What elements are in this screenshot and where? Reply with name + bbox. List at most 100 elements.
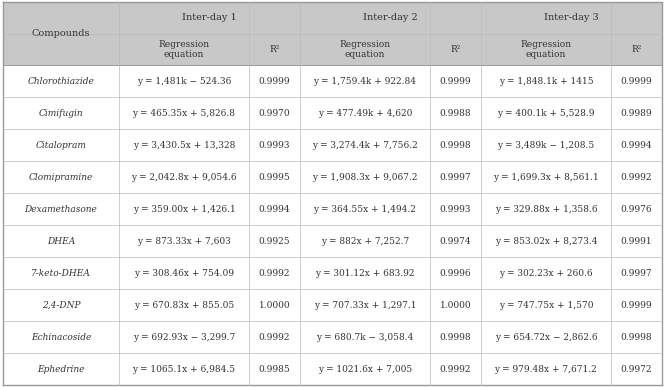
- Text: y = 670.83x + 855.05: y = 670.83x + 855.05: [134, 301, 234, 310]
- Bar: [249, 98, 300, 129]
- Bar: [119, 65, 249, 98]
- Text: 0.9998: 0.9998: [620, 332, 652, 342]
- Bar: [119, 2, 300, 34]
- Bar: [430, 289, 481, 321]
- Text: 0.9992: 0.9992: [440, 365, 471, 373]
- Text: y = 853.02x + 8,273.4: y = 853.02x + 8,273.4: [495, 237, 597, 246]
- Bar: [430, 353, 481, 385]
- Bar: [3, 193, 119, 225]
- Bar: [249, 321, 300, 353]
- Text: 0.9989: 0.9989: [620, 109, 652, 118]
- Text: y = 1,759.4k + 922.84: y = 1,759.4k + 922.84: [313, 77, 416, 86]
- Text: Regression
equation: Regression equation: [158, 40, 209, 59]
- Bar: [119, 225, 249, 257]
- Bar: [481, 34, 611, 65]
- Bar: [300, 321, 430, 353]
- Bar: [119, 257, 249, 289]
- Bar: [119, 161, 249, 193]
- Text: 0.9999: 0.9999: [440, 77, 471, 86]
- Text: Clomipramine: Clomipramine: [29, 173, 93, 182]
- Bar: [300, 257, 430, 289]
- Text: Echinacoside: Echinacoside: [31, 332, 91, 342]
- Text: y = 364.55x + 1,494.2: y = 364.55x + 1,494.2: [313, 205, 416, 214]
- Text: y = 1,481k − 524.36: y = 1,481k − 524.36: [137, 77, 231, 86]
- Bar: [611, 225, 662, 257]
- Bar: [430, 65, 481, 98]
- Text: Inter-day 3: Inter-day 3: [544, 13, 598, 22]
- Bar: [611, 34, 662, 65]
- Text: y = 3,489k − 1,208.5: y = 3,489k − 1,208.5: [497, 141, 595, 150]
- Text: 0.9998: 0.9998: [440, 332, 471, 342]
- Bar: [3, 353, 119, 385]
- Text: 0.9993: 0.9993: [259, 141, 290, 150]
- Text: 0.9999: 0.9999: [259, 77, 290, 86]
- Text: y = 301.12x + 683.92: y = 301.12x + 683.92: [315, 269, 415, 278]
- Bar: [249, 289, 300, 321]
- Text: Inter-day 1: Inter-day 1: [182, 13, 237, 22]
- Bar: [3, 161, 119, 193]
- Bar: [611, 193, 662, 225]
- Text: y = 1065.1x + 6,984.5: y = 1065.1x + 6,984.5: [132, 365, 235, 373]
- Text: Dexamethasone: Dexamethasone: [25, 205, 98, 214]
- Bar: [481, 161, 611, 193]
- Bar: [481, 2, 662, 34]
- Text: 0.9992: 0.9992: [259, 269, 290, 278]
- Bar: [119, 289, 249, 321]
- Text: y = 680.7k − 3,058.4: y = 680.7k − 3,058.4: [317, 332, 414, 342]
- Bar: [300, 2, 481, 34]
- Bar: [481, 289, 611, 321]
- Text: y = 1,908.3x + 9,067.2: y = 1,908.3x + 9,067.2: [312, 173, 418, 182]
- Text: Cimifugin: Cimifugin: [39, 109, 83, 118]
- Text: 0.9997: 0.9997: [440, 173, 471, 182]
- Bar: [300, 161, 430, 193]
- Text: Compounds: Compounds: [32, 29, 90, 38]
- Bar: [3, 65, 119, 98]
- Text: 7-keto-DHEA: 7-keto-DHEA: [31, 269, 91, 278]
- Text: 0.9925: 0.9925: [259, 237, 290, 246]
- Bar: [430, 129, 481, 161]
- Text: 0.9998: 0.9998: [440, 141, 471, 150]
- Text: y = 302.23x + 260.6: y = 302.23x + 260.6: [499, 269, 593, 278]
- Text: Regression
equation: Regression equation: [339, 40, 390, 59]
- Bar: [611, 321, 662, 353]
- Text: 0.9976: 0.9976: [620, 205, 652, 214]
- Text: R²: R²: [450, 45, 461, 54]
- Text: 0.9985: 0.9985: [259, 365, 291, 373]
- Text: DHEA: DHEA: [47, 237, 75, 246]
- Bar: [119, 34, 249, 65]
- Bar: [300, 129, 430, 161]
- Bar: [119, 129, 249, 161]
- Text: 0.9992: 0.9992: [259, 332, 290, 342]
- Text: 0.9993: 0.9993: [440, 205, 471, 214]
- Text: 0.9974: 0.9974: [440, 237, 471, 246]
- Bar: [3, 257, 119, 289]
- Text: 0.9996: 0.9996: [440, 269, 471, 278]
- Text: 1.0000: 1.0000: [259, 301, 290, 310]
- Bar: [481, 321, 611, 353]
- Text: 0.9995: 0.9995: [259, 173, 291, 182]
- Bar: [119, 353, 249, 385]
- Bar: [249, 257, 300, 289]
- Bar: [430, 321, 481, 353]
- Text: Inter-day 2: Inter-day 2: [363, 13, 418, 22]
- Bar: [481, 129, 611, 161]
- Text: Chlorothiazide: Chlorothiazide: [28, 77, 94, 86]
- Bar: [119, 193, 249, 225]
- Text: y = 2,042.8x + 9,054.6: y = 2,042.8x + 9,054.6: [131, 173, 237, 182]
- Bar: [430, 161, 481, 193]
- Text: 0.9991: 0.9991: [620, 237, 652, 246]
- Text: y = 707.33x + 1,297.1: y = 707.33x + 1,297.1: [314, 301, 416, 310]
- Bar: [481, 98, 611, 129]
- Bar: [3, 98, 119, 129]
- Bar: [249, 225, 300, 257]
- Text: y = 1021.6x + 7,005: y = 1021.6x + 7,005: [318, 365, 412, 373]
- Bar: [430, 34, 481, 65]
- Bar: [430, 98, 481, 129]
- Bar: [3, 2, 119, 65]
- Bar: [249, 161, 300, 193]
- Bar: [481, 257, 611, 289]
- Bar: [611, 65, 662, 98]
- Bar: [249, 34, 300, 65]
- Text: 0.9999: 0.9999: [620, 301, 652, 310]
- Text: y = 308.46x + 754.09: y = 308.46x + 754.09: [134, 269, 234, 278]
